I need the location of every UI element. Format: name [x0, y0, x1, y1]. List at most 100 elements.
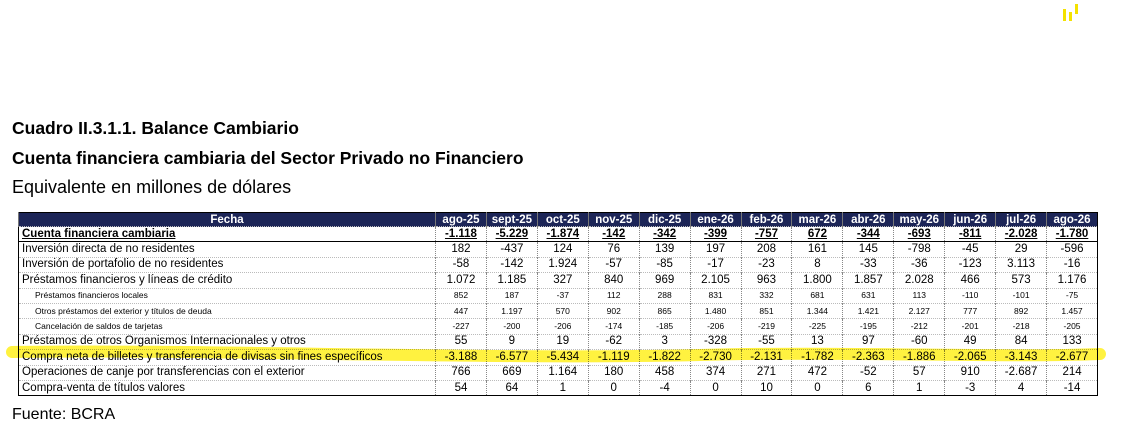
cell-text: 1.164	[548, 366, 578, 379]
cell-text: 672	[807, 227, 827, 240]
cell: -45	[944, 241, 996, 258]
row-label: Cuenta financiera cambiaria	[18, 225, 436, 243]
cell-text: 1.800	[803, 273, 832, 286]
cell: 1.185	[485, 272, 538, 289]
cell: 124	[536, 241, 589, 258]
cell-text: 1.344	[806, 305, 829, 316]
cell-text: 113	[912, 290, 927, 301]
cell-text: 182	[451, 243, 471, 256]
cell-text: Préstamos de otros Organismos Internacio…	[22, 335, 306, 348]
cell-text: -58	[452, 258, 470, 271]
cell-text: -219	[757, 321, 775, 332]
cell-text: -16	[1063, 258, 1081, 271]
cell: 902	[587, 302, 640, 319]
table-row: Préstamos financieros y líneas de crédit…	[18, 272, 1098, 289]
cell-text: Inversión directa de no residentes	[22, 243, 195, 256]
cell: -328	[689, 333, 742, 350]
cell: 669	[485, 364, 538, 381]
cell-text: 4	[1017, 381, 1025, 394]
cell: -58	[435, 256, 487, 273]
cell-text: 97	[861, 335, 875, 348]
cell: -6.577	[485, 349, 538, 366]
cell: 0	[791, 379, 843, 396]
cell: 458	[638, 364, 691, 381]
cell: 208	[740, 241, 792, 258]
cell: 3	[638, 333, 691, 350]
cell: 133	[1046, 333, 1098, 350]
cell-text: -174	[605, 321, 623, 332]
cell-text: -75	[1065, 290, 1079, 301]
cell: -14	[1046, 379, 1098, 396]
cell-text: -342	[653, 227, 677, 240]
cell: 969	[638, 272, 691, 289]
cell-text: -4	[659, 381, 670, 394]
cell-text: -2.065	[953, 350, 987, 363]
cell: -3.188	[435, 349, 487, 366]
cell-text: -1.780	[1055, 227, 1089, 240]
cell-text: 57	[912, 366, 926, 379]
table-row: Compra neta de billetes y transferencia …	[18, 349, 1098, 366]
table-row: Cuenta financiera cambiaria -1.118 -5.229 -…	[18, 225, 1098, 243]
cell-text: 374	[705, 366, 726, 379]
cell-text: -142	[500, 258, 524, 271]
cell: 2.028	[893, 272, 945, 289]
cell: 466	[944, 272, 996, 289]
row-label: Cancelación de saldos de tarjetas	[18, 318, 436, 335]
cell-text: Compra neta de billetes y transferencia …	[22, 350, 383, 363]
cell: -174	[587, 318, 640, 335]
cell: -36	[893, 256, 945, 273]
row-label: Operaciones de canje por transferencias …	[18, 364, 436, 381]
cell-text: 1.457	[1061, 305, 1083, 316]
cell-text: -3.143	[1004, 350, 1038, 363]
cell: 852	[435, 287, 487, 304]
cell: 1.344	[791, 302, 843, 319]
cell-text: 1.924	[548, 258, 578, 271]
cell-text: 2.028	[904, 273, 934, 286]
cell-text: 124	[553, 243, 573, 256]
cell: 472	[791, 364, 843, 381]
column-header: jul-26	[995, 212, 1047, 227]
cell: 10	[740, 379, 792, 396]
column-header: feb-26	[740, 212, 792, 227]
cell-text: -185	[656, 321, 674, 332]
cell: -52	[842, 364, 894, 381]
cell-text: 681	[810, 290, 825, 301]
cell: -757	[740, 225, 792, 243]
cell-text: 910	[960, 366, 980, 379]
cell: -110	[944, 287, 996, 304]
cell-text: 1.421	[857, 305, 879, 316]
cell: -2.677	[1046, 349, 1098, 366]
cell-text: 1.857	[853, 273, 883, 286]
cell-text: 766	[451, 366, 471, 379]
cell-text: -195	[859, 321, 877, 332]
cell: -1.886	[893, 349, 945, 366]
cell-text: -757	[754, 227, 778, 240]
cell-text: -2.687	[1004, 366, 1038, 379]
cell-text: -33	[860, 258, 877, 271]
subtitle: Cuenta financiera cambiaria del Sector P…	[12, 148, 524, 168]
cell: 84	[995, 333, 1047, 350]
cell: 4	[995, 379, 1047, 396]
cell-text: 55	[454, 335, 468, 348]
cell: -101	[995, 287, 1047, 304]
cell: 145	[842, 241, 894, 258]
cell: 9	[485, 333, 538, 350]
cell: -23	[740, 256, 792, 273]
cell: -4	[638, 379, 691, 396]
cell: 29	[995, 241, 1047, 258]
cell: 447	[435, 302, 487, 319]
balance-table: Fecha ago-25 sept-25 oct-25 nov-25 dic-25 ene-…	[18, 212, 1098, 397]
row-label: Inversión directa de no residentes	[18, 241, 436, 258]
cell-text: 9	[508, 335, 516, 348]
cell: 1	[893, 379, 945, 396]
cell-text: -206	[554, 321, 572, 332]
table-row: Cancelación de saldos de tarjetas -227 -20…	[18, 318, 1098, 335]
cell-text: 214	[1062, 366, 1082, 379]
cell: -3.143	[995, 349, 1047, 366]
cell-text: 831	[708, 290, 723, 301]
cell: -33	[842, 256, 894, 273]
cell: 271	[740, 364, 792, 381]
cell: 2.127	[893, 302, 945, 319]
cell-text: 49	[963, 335, 977, 348]
